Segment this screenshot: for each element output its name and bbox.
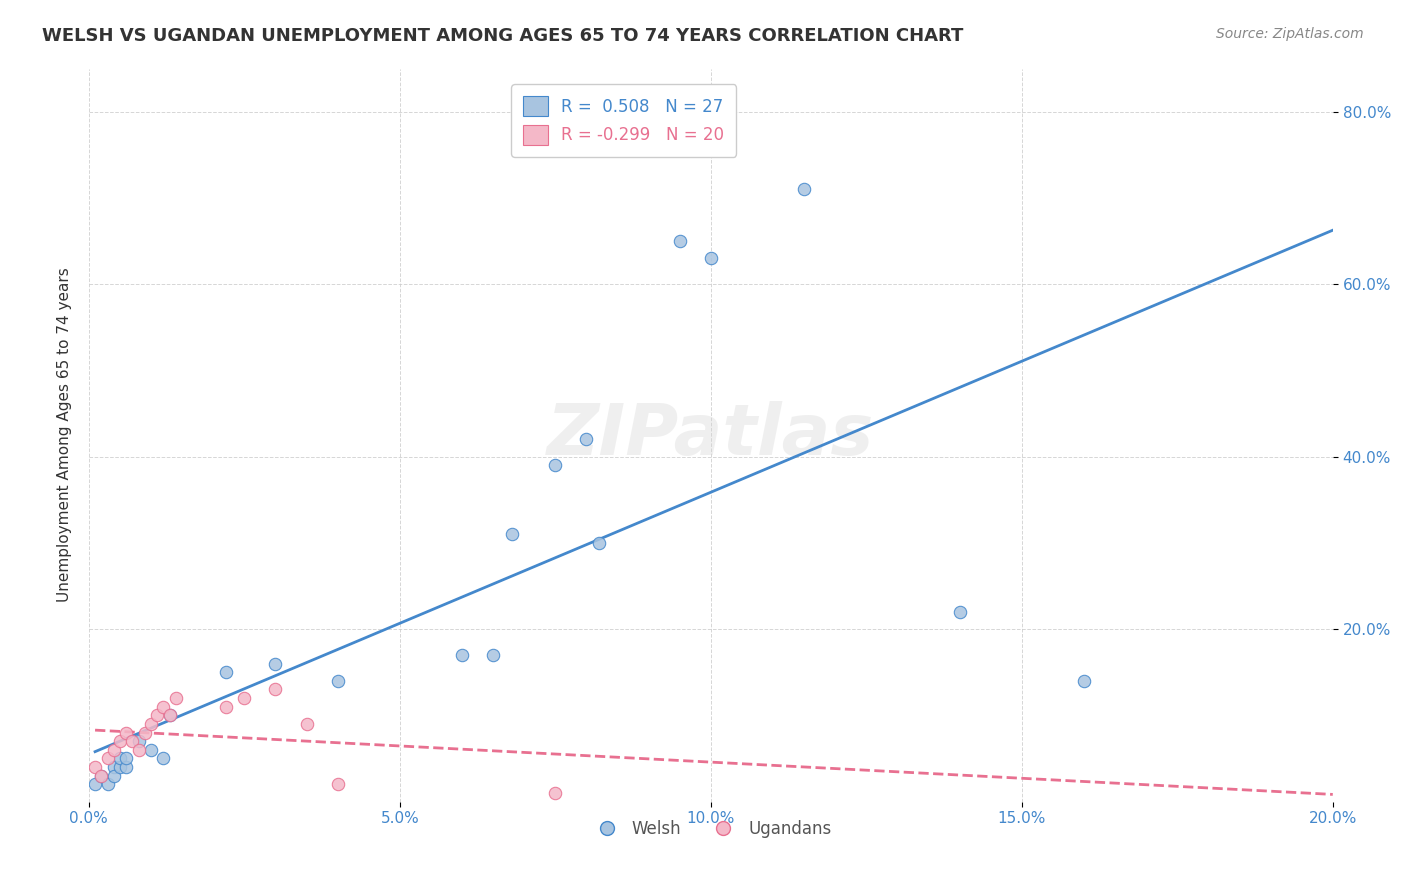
Point bbox=[165, 691, 187, 706]
Point bbox=[215, 699, 238, 714]
Point bbox=[152, 699, 174, 714]
Point bbox=[700, 252, 723, 266]
Point bbox=[501, 527, 523, 541]
Point bbox=[326, 673, 349, 688]
Point bbox=[544, 786, 567, 800]
Point bbox=[115, 760, 138, 774]
Point bbox=[139, 743, 162, 757]
Point bbox=[159, 708, 181, 723]
Point bbox=[215, 665, 238, 680]
Point bbox=[146, 708, 169, 723]
Point bbox=[482, 648, 505, 662]
Text: ZIPatlas: ZIPatlas bbox=[547, 401, 875, 469]
Point bbox=[108, 734, 131, 748]
Text: WELSH VS UGANDAN UNEMPLOYMENT AMONG AGES 65 TO 74 YEARS CORRELATION CHART: WELSH VS UGANDAN UNEMPLOYMENT AMONG AGES… bbox=[42, 27, 963, 45]
Text: Source: ZipAtlas.com: Source: ZipAtlas.com bbox=[1216, 27, 1364, 41]
Point bbox=[128, 734, 150, 748]
Point bbox=[103, 760, 125, 774]
Point bbox=[451, 648, 474, 662]
Point bbox=[134, 725, 156, 739]
Point bbox=[152, 751, 174, 765]
Point bbox=[96, 751, 118, 765]
Point bbox=[108, 751, 131, 765]
Point bbox=[115, 725, 138, 739]
Point bbox=[233, 691, 256, 706]
Point bbox=[159, 708, 181, 723]
Point bbox=[90, 769, 112, 783]
Point bbox=[139, 717, 162, 731]
Point bbox=[575, 433, 598, 447]
Point bbox=[544, 458, 567, 473]
Point bbox=[949, 605, 972, 619]
Point bbox=[326, 777, 349, 791]
Point bbox=[84, 760, 107, 774]
Point bbox=[264, 682, 287, 697]
Point bbox=[793, 182, 815, 196]
Point bbox=[96, 777, 118, 791]
Point bbox=[103, 769, 125, 783]
Point bbox=[588, 536, 610, 550]
Point bbox=[128, 743, 150, 757]
Point bbox=[295, 717, 318, 731]
Y-axis label: Unemployment Among Ages 65 to 74 years: Unemployment Among Ages 65 to 74 years bbox=[58, 268, 72, 602]
Point bbox=[668, 234, 690, 248]
Point bbox=[108, 760, 131, 774]
Point bbox=[103, 743, 125, 757]
Point bbox=[84, 777, 107, 791]
Point bbox=[1073, 673, 1095, 688]
Point bbox=[115, 751, 138, 765]
Point bbox=[264, 657, 287, 671]
Legend: Welsh, Ugandans: Welsh, Ugandans bbox=[583, 814, 838, 845]
Point bbox=[90, 769, 112, 783]
Point bbox=[121, 734, 143, 748]
